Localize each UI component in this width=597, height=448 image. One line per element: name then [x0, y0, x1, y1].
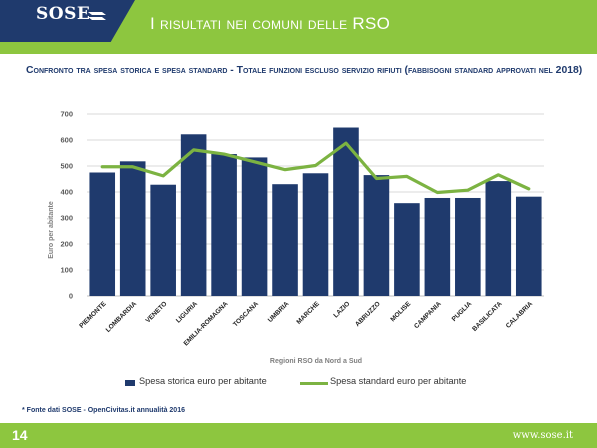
bar-lombardia: [119, 161, 146, 296]
page-number: 14: [12, 427, 28, 443]
legend-line-swatch: [300, 382, 328, 385]
bar-basilicata: [485, 181, 512, 296]
x-tick-label: BASILICATA: [471, 300, 504, 333]
x-tick-label: PUGLIA: [451, 300, 474, 323]
y-tick-label: 500: [60, 162, 73, 171]
footer-bar: 14 www.sose.it: [0, 423, 597, 448]
bar-abruzzo: [363, 175, 390, 296]
logo-text: SOSE: [36, 4, 91, 24]
legend-bar-swatch: [125, 380, 135, 386]
legend-label-standard: Spesa standard euro per abitante: [330, 376, 467, 386]
y-tick-label: 700: [60, 110, 73, 119]
x-axis-label: Regioni RSO da Nord a Sud: [270, 358, 362, 365]
y-tick-label: 0: [69, 292, 73, 301]
legend-label-storica: Spesa storica euro per abitante: [139, 376, 267, 386]
x-tick-label: MOLISE: [389, 300, 412, 323]
bar-liguria: [180, 134, 207, 296]
x-tick-label: UMBRIA: [267, 300, 291, 324]
bar-veneto: [150, 184, 176, 296]
x-tick-label: ABRUZZO: [354, 300, 382, 328]
bar-calabria: [515, 196, 542, 296]
bar-piemonte: [89, 172, 116, 296]
bar-emilia-romagna: [211, 154, 237, 296]
y-tick-label: 600: [60, 136, 73, 145]
footer-url[interactable]: www.sose.it: [512, 430, 573, 441]
bar-marche: [302, 173, 329, 296]
bar-umbria: [272, 184, 298, 296]
y-tick-label: 400: [60, 188, 73, 197]
bar-molise: [394, 203, 420, 296]
x-tick-label: CAMPANIA: [413, 300, 443, 330]
footnote: * Fonte dati SOSE - OpenCivitas.it annua…: [22, 407, 185, 414]
logo-banner: SOSE: [0, 0, 135, 42]
bar-toscana: [241, 157, 268, 296]
x-tick-label: LIGURIA: [175, 300, 199, 324]
x-tick-label: VENETO: [145, 300, 169, 324]
bar-campania: [424, 197, 451, 296]
page-title: I risultati nei comuni delle RSO: [150, 14, 391, 33]
logo-mark-icon: [88, 12, 106, 20]
x-tick-label: PIEMONTE: [78, 300, 108, 330]
y-tick-label: 100: [60, 266, 73, 275]
x-tick-label: MARCHE: [295, 300, 321, 326]
chart-legend: Spesa storica euro per abitante Spesa st…: [0, 376, 597, 392]
header-bar: SOSE I risultati nei comuni delle RSO: [0, 0, 597, 54]
standard-line: [100, 141, 531, 195]
y-tick-label: 200: [60, 240, 73, 249]
line-series: [100, 141, 531, 195]
x-tick-label: TOSCANA: [232, 300, 260, 328]
bar-series: [89, 127, 542, 297]
chart-subtitle: Confronto tra spesa storica e spesa stan…: [26, 65, 583, 76]
y-axis-ticks: 0 100 200 300 400 500 600 700: [60, 110, 73, 301]
bar-puglia: [455, 197, 481, 296]
x-tick-label: LAZIO: [332, 300, 351, 319]
y-axis-label: Euro per abitante: [48, 201, 55, 259]
x-tick-label: LOMBARDIA: [105, 300, 139, 334]
x-tick-label: CALABRIA: [505, 300, 534, 329]
bar-lazio: [333, 127, 359, 297]
y-tick-label: 300: [60, 214, 73, 223]
